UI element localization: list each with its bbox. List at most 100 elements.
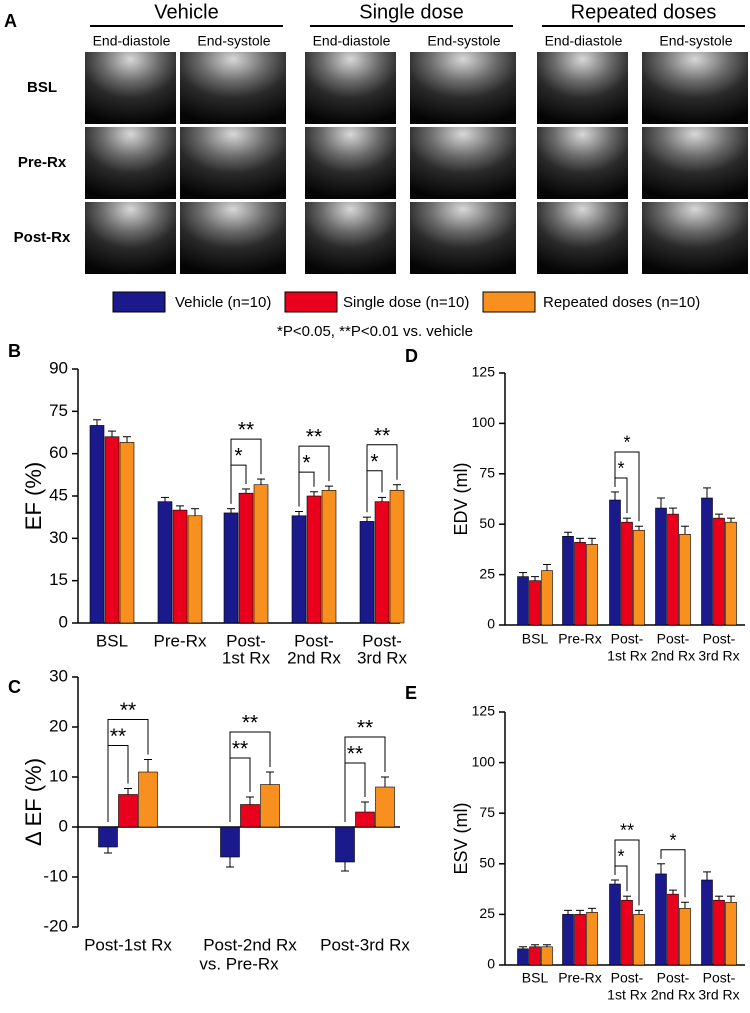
x-tick-label: 2nd Rx [287,648,341,667]
y-tick-label: 25 [479,905,495,921]
bar [633,529,645,626]
significance-label: * [623,433,630,453]
significance-label: * [669,831,676,851]
bar [291,515,307,624]
bar [138,771,158,828]
bar [713,899,725,966]
bar [586,912,598,966]
x-tick-label: 1st Rx [607,648,647,664]
echo-image [85,127,176,199]
significance-label: ** [238,419,254,442]
significance-bracket [614,451,640,522]
bar [621,899,633,966]
y-tick-label: 45 [49,485,68,504]
significance-bracket [229,731,271,822]
group-title: Single dose [359,1,464,23]
legend-label: Repeated doses (n=10) [543,294,700,311]
y-tick-label: 0 [487,616,495,632]
bar [355,811,375,828]
x-tick-label: Pre-Rx [558,970,602,986]
panel-label: C [8,677,21,697]
bar [389,490,405,624]
x-tick-label: 3rd Rx [698,648,739,664]
significance-bracket [660,849,686,898]
significance-label: * [234,445,242,468]
x-tick-label: Post- [611,631,644,647]
significance-bracket [614,839,640,906]
bar [517,576,529,626]
bar [541,946,553,966]
y-axis-label: Δ EF (%) [21,758,46,846]
bar [667,513,679,626]
significance-label: * [617,459,624,479]
x-tick-label: Pre-Rx [154,631,207,650]
bar [562,535,574,626]
y-tick-label: 125 [472,364,496,380]
significance-label: ** [620,821,634,841]
bar [725,521,737,626]
significance-bracket [298,445,330,507]
bar [223,512,239,624]
y-tick-label: 30 [49,666,68,685]
x-tick-label: Post- [657,970,690,986]
x-tick-label: BSL [522,970,549,986]
x-axis-label: vs. Pre-Rx [199,954,279,973]
echo-image [305,52,396,124]
bar [679,533,691,626]
bar [621,521,633,626]
legend-swatch [482,291,536,313]
x-tick-label: BSL [96,631,128,650]
x-tick-label: Post- [226,631,266,650]
significance-label: * [370,450,378,473]
significance-label: ** [306,426,322,449]
y-tick-label: 60 [49,443,68,462]
bar [633,914,645,966]
significance-label: ** [232,738,248,761]
x-tick-label: Post-2nd Rx [203,935,297,954]
echo-image [642,127,748,199]
significance-label: * [302,452,310,475]
x-tick-label: Post- [657,631,690,647]
x-tick-label: Post- [362,631,402,650]
echo-image [537,52,628,124]
echo-image [410,202,516,274]
bar [260,784,280,828]
bar [104,436,120,624]
y-tick-label: -20 [43,916,68,935]
significance-label: ** [374,424,390,447]
group-title: Vehicle [154,1,219,23]
y-tick-label: 20 [49,716,68,735]
bar [562,914,574,966]
bar [609,883,621,966]
panel-label: B [8,341,21,361]
bar [701,497,713,626]
row-label: BSL [27,79,57,96]
echo-image [305,127,396,199]
y-tick-label: 100 [472,414,496,430]
significance-label: ** [357,717,373,740]
y-tick-label: 25 [479,565,495,581]
y-tick-label: 15 [49,570,68,589]
x-tick-label: 2nd Rx [651,648,695,664]
bar [725,901,737,966]
y-tick-label: 10 [49,766,68,785]
y-axis-label: ESV (ml) [451,803,471,875]
echo-image [537,127,628,199]
significance-bracket [230,438,262,504]
bar [306,495,322,624]
row-label: Post-Rx [14,229,71,246]
bar [574,542,586,626]
echo-image [180,202,286,274]
panel-label: A [4,11,17,31]
bar [321,490,337,624]
bar [157,501,173,624]
x-tick-label: Post- [703,631,736,647]
y-tick-label: -10 [43,866,68,885]
bar [655,873,667,966]
y-tick-label: 0 [59,612,68,631]
echo-image [410,127,516,199]
bar [253,484,269,624]
phase-label: End-diastole [545,33,623,49]
y-axis-label: EDV (ml) [451,463,471,536]
